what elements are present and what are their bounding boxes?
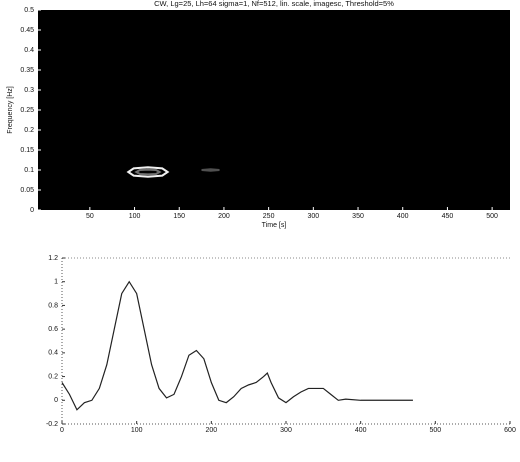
y-tick-label: 0.1 <box>24 167 34 174</box>
y-tick-label: 0.4 <box>48 350 58 357</box>
y-axis-label: Frequency [Hz] <box>7 86 14 134</box>
y-tick-label: 0.15 <box>20 147 34 154</box>
x-tick-label: 600 <box>504 427 516 434</box>
x-tick-label: 0 <box>60 427 64 434</box>
y-tick-label: 0.05 <box>20 187 34 194</box>
y-tick-label: 0.5 <box>24 7 34 14</box>
x-tick-label: 50 <box>86 213 94 220</box>
y-tick-label: 0.2 <box>24 127 34 134</box>
y-tick-label: 0 <box>54 397 58 404</box>
contour-line <box>134 168 162 176</box>
y-tick-label: 0.35 <box>20 67 34 74</box>
x-tick-label: 350 <box>352 213 364 220</box>
y-tick-label: 0.2 <box>48 373 58 380</box>
x-tick-label: 100 <box>131 427 143 434</box>
contour-line <box>126 166 170 178</box>
y-tick-label: 1 <box>54 279 58 286</box>
x-tick-label: 250 <box>263 213 275 220</box>
line-series <box>61 280 413 411</box>
y-tick-label: 0.45 <box>20 27 34 34</box>
y-tick-label: 0.25 <box>20 107 34 114</box>
y-tick-label: 0.4 <box>24 47 34 54</box>
x-tick-label: 300 <box>307 213 319 220</box>
x-tick-label: 200 <box>218 213 230 220</box>
chart-title: CW, Lg=25, Lh=64 sigma=1, Nf=512, lin. s… <box>154 0 394 8</box>
y-tick-label: -0.2 <box>46 421 58 428</box>
plot-area <box>38 10 510 210</box>
x-tick-label: 150 <box>173 213 185 220</box>
y-tick-label: 0 <box>30 207 34 214</box>
y-tick-label: 0.3 <box>24 87 34 94</box>
y-tick-label: 0.6 <box>48 326 58 333</box>
x-tick-label: 450 <box>442 213 454 220</box>
x-tick-label: 400 <box>355 427 367 434</box>
contour-line <box>201 168 220 172</box>
y-tick-label: 0.8 <box>48 302 58 309</box>
x-tick-label: 200 <box>205 427 217 434</box>
y-tick-label: 1.2 <box>48 255 58 262</box>
x-tick-label: 300 <box>280 427 292 434</box>
x-tick-label: 500 <box>486 213 498 220</box>
x-axis-label: Time [s] <box>262 222 287 229</box>
x-tick-label: 100 <box>129 213 141 220</box>
x-tick-label: 400 <box>397 213 409 220</box>
x-tick-label: 500 <box>429 427 441 434</box>
